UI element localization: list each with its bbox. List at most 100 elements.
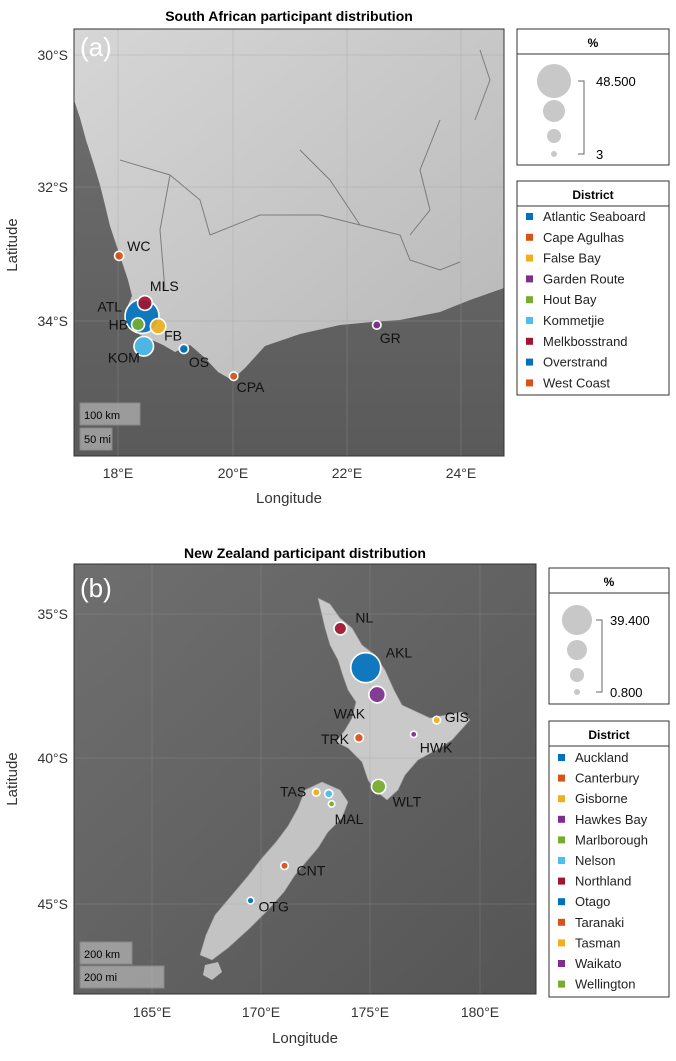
point-otg (246, 896, 255, 905)
point-tas (311, 787, 321, 797)
legend-label: Cape Agulhas (543, 230, 624, 245)
district-legend-a: District Atlantic Seaboard Cape Agulhas Fa… (516, 180, 670, 396)
sea (74, 564, 536, 994)
point-label-wlt: WLT (393, 794, 422, 810)
legend-swatch (526, 275, 533, 283)
point-trk (353, 732, 365, 744)
panel-b-axes: 165°E 170°E 175°E 180°E 35°S 40°S 45°S L… (4, 606, 499, 1047)
legend-swatch (558, 877, 565, 885)
panel-a-frame (73, 28, 505, 457)
point-label-fb: FB (164, 327, 182, 343)
land-south-africa (74, 29, 504, 380)
size-legend-circle-tiny (574, 689, 580, 695)
legend-label: Nelson (575, 853, 615, 868)
scale-bar-mi-box (79, 965, 165, 989)
scale-bar-b: 200 km 200 mi (79, 941, 165, 989)
x-tick: 180°E (461, 1004, 499, 1020)
legend-label: Auckland (575, 750, 628, 765)
x-tick: 22°E (332, 465, 363, 481)
point-label-gr: GR (380, 330, 401, 346)
point-label-otg: OTG (259, 899, 289, 915)
point-label-wc: WC (127, 238, 150, 254)
point-mal (327, 799, 336, 808)
legend-label: Garden Route (543, 271, 625, 286)
point-gis (432, 715, 442, 725)
district-legend-items: Atlantic Seaboard Cape Agulhas False Bay Ga… (526, 209, 646, 390)
size-legend-b: % 39.400 0.800 (548, 567, 670, 705)
legend-label: Kommetjie (543, 313, 604, 328)
size-legend-circle-tiny (551, 151, 557, 157)
legend-label: West Coast (543, 375, 610, 390)
point-os (178, 343, 190, 355)
x-tick: 165°E (133, 1004, 171, 1020)
size-legend-max: 48.500 (596, 74, 636, 89)
panel-a-label: (a) (80, 32, 112, 62)
point-label-mal: MAL (335, 811, 364, 827)
legend-label: Northland (575, 874, 631, 889)
legend-label: Waikato (575, 956, 621, 971)
panel-b-title: New Zealand participant distribution (184, 545, 426, 561)
scale-bar-km: 100 km (84, 410, 120, 422)
point-label-trk: TRK (321, 731, 350, 747)
legend-label: Canterbury (575, 771, 640, 786)
scale-bar-km-box (79, 402, 141, 426)
legend-swatch (558, 754, 565, 761)
legend-swatch (526, 254, 533, 262)
legend-label: Tasman (575, 935, 621, 950)
point-label-atl: ATL (97, 298, 122, 314)
point-fb (149, 317, 167, 335)
panel-b-label: (b) (80, 573, 112, 603)
scale-bar-mi: 50 mi (84, 434, 111, 446)
legend-label: False Bay (543, 251, 601, 266)
point-hb (130, 317, 146, 332)
size-legend-title: % (604, 575, 615, 589)
x-tick: 18°E (103, 465, 134, 481)
x-tick: 175°E (351, 1004, 389, 1020)
legend-swatch (558, 836, 565, 844)
panel-b: New Zealand participant distribution NL A… (4, 545, 670, 1047)
point-label-cpa: CPA (237, 379, 265, 395)
panel-a-axes: 18°E 20°E 22°E 24°E 30°S 32°S 34°S Longi… (4, 47, 476, 507)
x-axis-label: Longitude (256, 490, 322, 507)
point-wlt (370, 778, 387, 795)
panel-a: South African participant distribution (4, 8, 670, 507)
y-axis-label: Latitude (4, 752, 21, 805)
legend-label: Hawkes Bay (575, 812, 648, 827)
legend-label: Atlantic Seaboard (543, 209, 646, 224)
x-tick: 20°E (218, 465, 249, 481)
point-kom (133, 335, 155, 357)
size-legend-box (516, 28, 670, 166)
scale-bar-a: 100 km 50 mi (79, 402, 141, 451)
legend-swatch (558, 960, 565, 967)
point-gr (371, 319, 382, 331)
point-label-wak: WAK (334, 706, 366, 722)
district-legend-title: District (588, 728, 629, 742)
x-tick: 170°E (242, 1004, 280, 1020)
size-legend-circle-small (570, 668, 584, 682)
size-legend-circle-small (547, 129, 561, 143)
legend-swatch (558, 939, 565, 947)
size-legend-box (548, 567, 670, 705)
size-legend-a: % 48.500 3 (516, 28, 670, 166)
legend-swatch (526, 379, 533, 387)
point-nl (333, 621, 348, 636)
legend-swatch (558, 774, 565, 782)
panel-b-map: NL AKL WAK GIS HWK TRK WLT TAS MAL CNT OTG (b) 200… (74, 564, 536, 994)
y-tick: 35°S (37, 606, 68, 622)
point-nls (323, 788, 334, 799)
point-label-tas: TAS (280, 783, 306, 799)
legend-swatch (526, 233, 533, 241)
point-label-akl: AKL (386, 645, 413, 661)
x-axis-label: Longitude (272, 1030, 338, 1047)
legend-label: Melkbosstrand (543, 334, 628, 349)
land-stewart-island (203, 962, 222, 980)
point-wc (113, 250, 125, 262)
y-tick: 30°S (37, 47, 68, 63)
point-cnt (279, 861, 290, 871)
district-legend-box (516, 180, 670, 396)
graticule (74, 564, 536, 994)
point-wak (368, 685, 387, 704)
panel-b-frame (73, 563, 537, 995)
point-label-mls: MLS (150, 278, 179, 294)
